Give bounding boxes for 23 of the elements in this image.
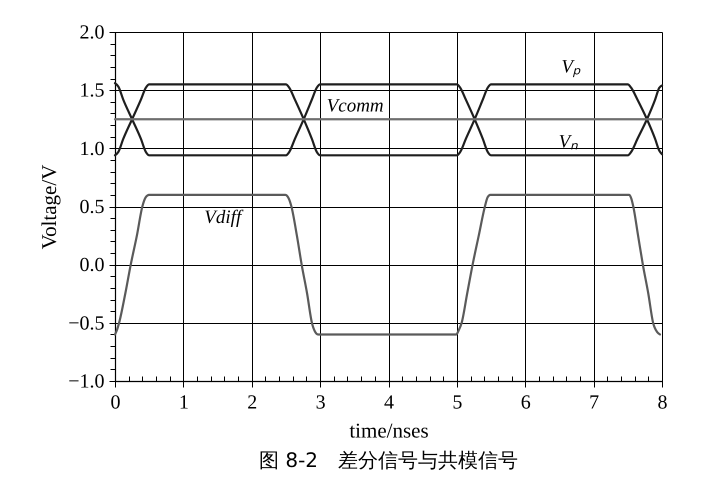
y-axis-title: Voltage/V [37,164,62,250]
x-tick-label: 0 [110,392,120,414]
series-label: Vₙ [558,131,578,152]
y-tick-label: 0.5 [80,196,104,218]
x-tick-label: 6 [520,392,531,414]
x-tick-label: 5 [452,392,462,414]
x-tick-label: 8 [658,392,668,414]
y-tick-label: −0.5 [68,312,104,334]
x-axis-title: time/nses [349,418,429,442]
series-label: Vcomm [326,95,384,116]
y-tick-label: 2.0 [80,22,104,44]
x-tick-label: 1 [178,392,189,414]
x-tick-label: 3 [316,392,326,414]
y-tick-label: 1.0 [80,138,104,160]
x-tick-label: 4 [384,392,394,414]
text: 图 8-2 差分信号与共模信号 [258,448,518,472]
x-tick-label: 7 [589,392,600,414]
series-label: Vdiff [204,206,244,228]
y-tick-label: 1.5 [80,80,104,102]
x-tick-label: 2 [247,392,258,414]
y-tick-label: 0.0 [80,254,104,276]
y-tick-label: −1.0 [68,370,104,392]
series-label: Vₚ [561,56,582,78]
